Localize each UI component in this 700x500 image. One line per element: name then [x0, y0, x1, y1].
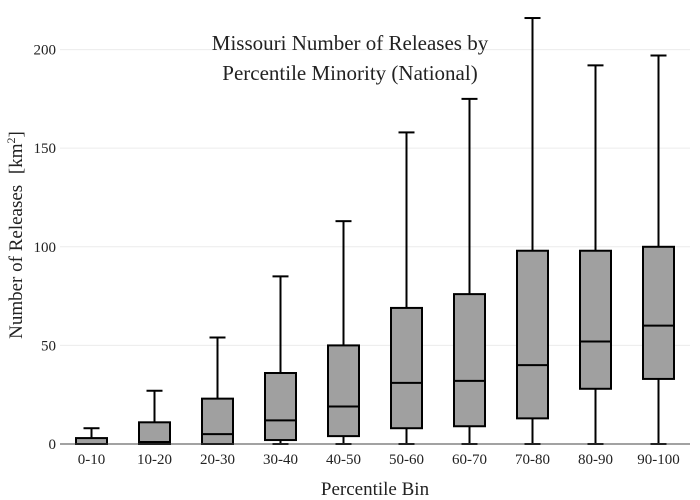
iqr-box: [138, 421, 171, 445]
y-tick-label: 50: [41, 338, 56, 354]
x-tick-label: 70-80: [515, 452, 550, 468]
x-tick-label: 60-70: [452, 452, 487, 468]
y-axis-label-text: Number of Releases: [6, 185, 27, 339]
box-70-80: [516, 17, 549, 445]
x-tick-label: 10-20: [137, 452, 172, 468]
y-axis-label-unit-end: ]: [6, 131, 27, 137]
y-tick-label: 150: [34, 141, 57, 157]
iqr-box: [516, 249, 549, 420]
iqr-box: [327, 344, 360, 438]
box-40-50: [327, 220, 360, 445]
iqr-box: [390, 306, 423, 430]
y-axis-label-unit-sup: 2: [4, 137, 18, 143]
box-90-100: [642, 54, 675, 445]
iqr-box: [201, 397, 234, 445]
y-axis-label: Number of Releases [km2]: [4, 131, 27, 339]
y-axis-label-unit: [km: [6, 143, 27, 174]
boxes-layer: [75, 17, 675, 445]
box-50-60: [390, 131, 423, 445]
iqr-box: [579, 249, 612, 390]
box-30-40: [264, 275, 297, 445]
x-tick-label: 90-100: [637, 452, 680, 468]
y-tick-label: 200: [34, 43, 57, 59]
box-80-90: [579, 64, 612, 445]
x-tick-label: 0-10: [78, 452, 106, 468]
box-60-70: [453, 97, 486, 445]
y-tick-label: 0: [49, 437, 57, 453]
x-tick-label: 40-50: [326, 452, 361, 468]
chart-title-line-1: Missouri Number of Releases by: [212, 31, 489, 55]
y-ticks-layer: 0 50 100 150 200: [34, 43, 57, 453]
x-ticks-layer: 0-10 10-20 20-30 30-40 40-50 50-60 60-70 70-80 8…: [78, 452, 680, 468]
y-tick-label: 100: [34, 240, 57, 256]
x-tick-label: 50-60: [389, 452, 424, 468]
x-tick-label: 80-90: [578, 452, 613, 468]
x-tick-label: 20-30: [200, 452, 235, 468]
box-10-20: [138, 389, 171, 445]
chart-title-line-2: Percentile Minority (National): [222, 61, 477, 85]
iqr-box: [453, 293, 486, 428]
box-0-10: [75, 427, 108, 445]
x-axis-label: Percentile Bin: [321, 479, 430, 500]
iqr-box: [642, 245, 675, 380]
box-20-30: [201, 336, 234, 445]
x-tick-label: 30-40: [263, 452, 298, 468]
iqr-box: [264, 372, 297, 442]
